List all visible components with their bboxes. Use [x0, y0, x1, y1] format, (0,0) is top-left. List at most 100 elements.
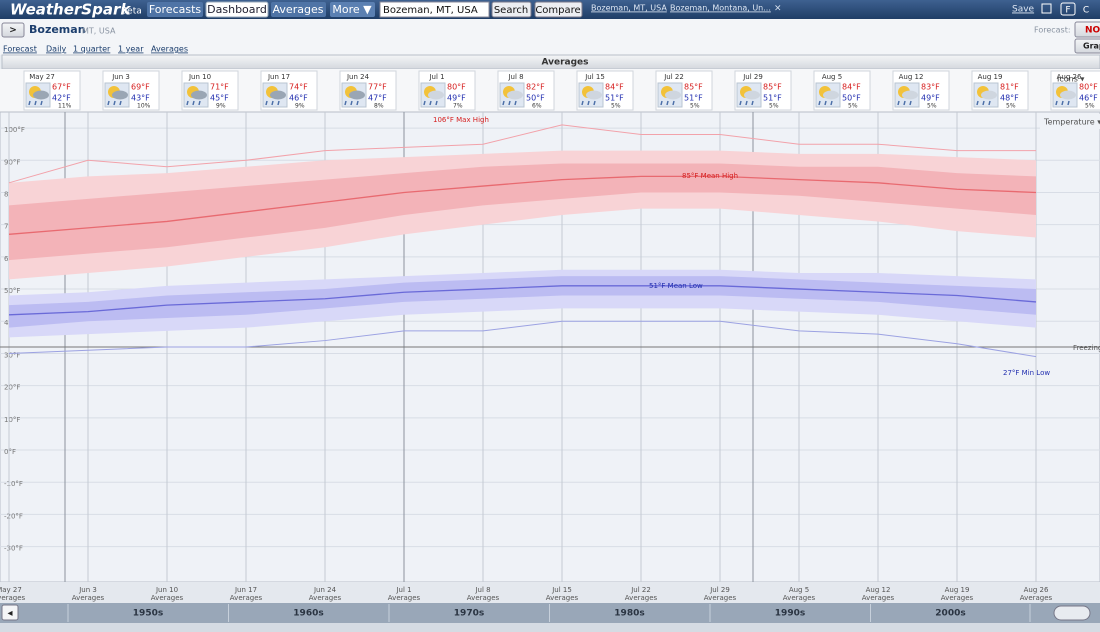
week-precip: 5%: [611, 103, 621, 110]
icon-drop: [356, 100, 359, 106]
week-low: 49°F: [447, 94, 466, 103]
nav-button[interactable]: [147, 2, 203, 17]
toggle-label[interactable]: >: [9, 26, 17, 36]
unit-c[interactable]: C: [1083, 6, 1089, 16]
close-recent[interactable]: ×: [774, 4, 782, 14]
freezing-label: Freezing: [1073, 344, 1100, 352]
week-high: 69°F: [131, 83, 150, 92]
week-precip: 5%: [1006, 103, 1016, 110]
x-tick-label: Jul 29: [709, 586, 730, 594]
decade-back[interactable]: ◂: [7, 608, 12, 619]
search-button-label[interactable]: Search: [494, 5, 528, 16]
week-high: 85°F: [684, 83, 703, 92]
forecast-source-button[interactable]: [1074, 21, 1100, 38]
nav-label[interactable]: More ▼: [332, 3, 372, 16]
view-link[interactable]: Forecast: [3, 45, 37, 54]
icon-drop: [587, 100, 590, 106]
view-link[interactable]: 1 year: [118, 45, 144, 54]
icon-drop: [107, 100, 110, 106]
week-precip: 11%: [58, 103, 72, 110]
recent-link[interactable]: Bozeman, MT, USA: [591, 4, 667, 13]
search-input[interactable]: [379, 1, 490, 18]
logo[interactable]: WeatherSpark: [10, 1, 131, 19]
search-value[interactable]: Bozeman, MT, USA: [383, 5, 478, 16]
x-tick-sublabel: Averages: [862, 594, 895, 602]
footer-strip: [0, 623, 1100, 632]
series-annotation: 85°F Mean High: [682, 172, 738, 180]
x-tick-label: May 27: [0, 586, 22, 594]
y-tick-label: -10°F: [4, 480, 23, 488]
unit-f[interactable]: F: [1065, 6, 1070, 16]
x-tick-label: Jul 22: [630, 586, 651, 594]
scroll-thumb[interactable]: [1053, 605, 1091, 621]
icons-menu[interactable]: Icons ▾: [1057, 75, 1084, 84]
icon-cloud: [981, 90, 997, 100]
view-link[interactable]: Averages: [151, 45, 188, 54]
week-tiles: May 27 67°F 42°F11% Jun 369°F 43°F10% Jun 10 7…: [23, 70, 1100, 111]
recent-link[interactable]: Bozeman, Montana, Un...: [670, 4, 771, 13]
week-date: Jun 17: [267, 73, 290, 81]
series-annotation: 27°F Min Low: [1003, 369, 1050, 377]
nav-label[interactable]: Averages: [273, 3, 324, 16]
icon-drop: [198, 100, 201, 106]
decade-label[interactable]: 1980s: [614, 609, 644, 619]
graph-button[interactable]: [1074, 38, 1100, 54]
x-tick-sublabel: Averages: [309, 594, 342, 602]
week-high: 82°F: [526, 83, 545, 92]
icon-drop: [830, 100, 833, 106]
x-tick-sublabel: Averages: [941, 594, 974, 602]
icon-cloud: [270, 90, 286, 100]
week-precip: 5%: [927, 103, 937, 110]
y-tick-label: 90°F: [4, 158, 20, 166]
x-tick-label: Aug 26: [1024, 586, 1049, 594]
search-button[interactable]: [491, 1, 532, 18]
location-region: MT, USA: [82, 27, 116, 36]
decade-label[interactable]: 2000s: [935, 609, 965, 619]
decade-back-button[interactable]: [1, 604, 19, 621]
x-tick-label: Aug 12: [866, 586, 891, 594]
icon-drop: [28, 100, 31, 106]
week-precip: 10%: [137, 103, 151, 110]
graph-button-label[interactable]: Grap: [1083, 42, 1100, 51]
week-date: Jul 29: [742, 73, 763, 81]
x-tick-sublabel: Averages: [72, 594, 105, 602]
icon-drop: [435, 100, 438, 106]
share-icon[interactable]: [1041, 3, 1052, 14]
decade-label[interactable]: 1990s: [775, 609, 805, 619]
week-high: 80°F: [1079, 83, 1098, 92]
nav-label[interactable]: Forecasts: [149, 3, 202, 16]
nav-button-active[interactable]: [205, 1, 269, 18]
unit-box[interactable]: [1060, 2, 1076, 16]
compare-button[interactable]: [534, 1, 583, 18]
y-tick-label: -30°F: [4, 545, 23, 553]
x-tick-label: Jul 8: [474, 586, 490, 594]
nav-label[interactable]: Dashboard: [207, 3, 267, 16]
view-link[interactable]: 1 quarter: [73, 45, 111, 54]
icon-drop: [909, 100, 912, 106]
forecast-label: Forecast:: [1034, 26, 1071, 35]
view-link[interactable]: Daily: [46, 45, 67, 54]
decade-label[interactable]: 1960s: [293, 609, 323, 619]
nav-button[interactable]: [330, 2, 375, 17]
decade-label[interactable]: 1970s: [454, 609, 484, 619]
location-row: [0, 19, 1100, 55]
icon-drop: [119, 100, 122, 106]
measure-menu[interactable]: Temperature ▾: [1043, 118, 1100, 127]
icon-drop: [818, 100, 821, 106]
compare-button-label[interactable]: Compare: [535, 5, 580, 16]
icon-drop: [265, 100, 268, 106]
icon-drop: [40, 100, 43, 106]
week-date: Aug 12: [899, 73, 924, 81]
icon-drop: [502, 100, 505, 106]
nav-button[interactable]: [271, 2, 326, 17]
y-tick-label: -20°F: [4, 512, 23, 520]
x-tick-sublabel: Averages: [704, 594, 737, 602]
week-low: 50°F: [842, 94, 861, 103]
sidebar-toggle[interactable]: [1, 22, 25, 38]
decade-label[interactable]: 1950s: [133, 609, 163, 619]
forecast-source[interactable]: NOA: [1085, 26, 1100, 36]
save-link[interactable]: Save: [1012, 5, 1035, 15]
icon-cloud: [349, 90, 365, 100]
